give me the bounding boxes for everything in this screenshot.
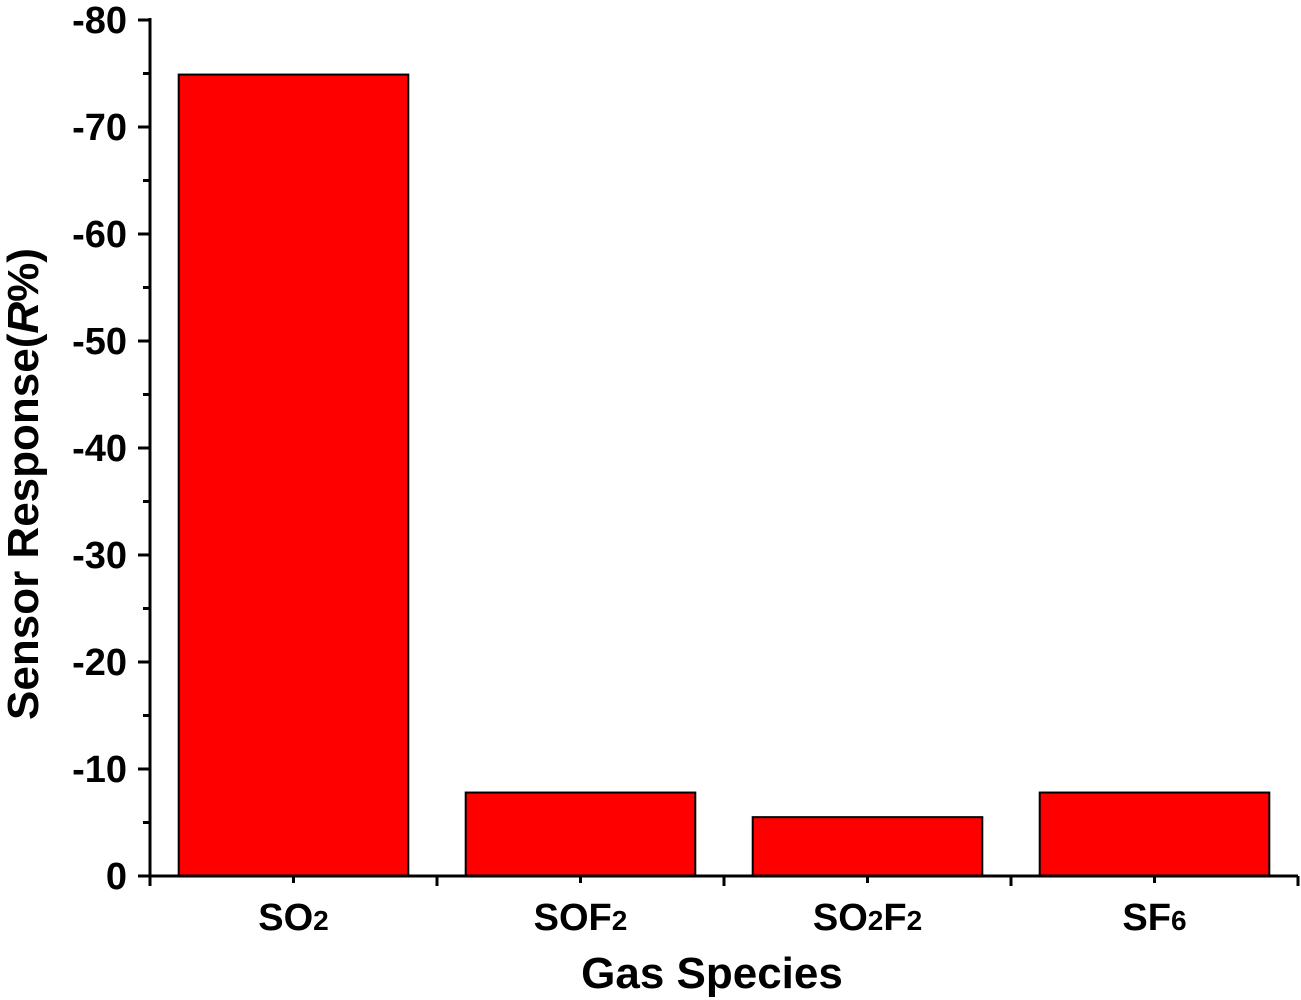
y-tick-label: -10 [72, 749, 127, 791]
x-axis-title: Gas Species [581, 949, 843, 998]
y-axis-title: Sensor Response(R%) [0, 248, 48, 720]
category-label-base: SO [258, 897, 313, 939]
category-label-tail: F [883, 897, 906, 939]
category-label-2: SO2F2 [813, 897, 922, 939]
category-label-base: SO [813, 897, 868, 939]
y-axis-title-suffix: %) [0, 248, 48, 302]
category-label-1: SOF2 [534, 897, 628, 939]
y-ticks-layer: 0 -10 -20 -30 -40 -50 -60 -70 -80 [72, 0, 150, 898]
category-label-base: SF [1122, 897, 1171, 939]
y-tick-label: -30 [72, 535, 127, 577]
category-labels-layer: SO2 SOF2 SO2F2 SF6 [258, 897, 1186, 939]
x-ticks-layer [148, 876, 1300, 886]
y-tick-label: 0 [106, 856, 127, 898]
y-tick-label: -80 [72, 0, 127, 42]
category-label-3: SF6 [1122, 897, 1186, 939]
y-tick-label: -60 [72, 214, 127, 256]
category-label-sub: 6 [1171, 905, 1187, 936]
y-axis-title-italic: R [0, 302, 48, 334]
bar-2 [751, 816, 984, 878]
y-tick-label: -70 [72, 107, 127, 149]
y-tick-label: -20 [72, 642, 127, 684]
category-label-tail-sub: 2 [907, 905, 923, 936]
y-axis-title-main: Sensor Response( [0, 333, 48, 720]
bar-1 [464, 791, 697, 877]
y-tick-label: -40 [72, 428, 127, 470]
category-label-sub: 2 [313, 905, 329, 936]
bar-3 [1038, 791, 1271, 877]
bars-layer [177, 73, 1271, 878]
category-label-base: SOF [534, 897, 612, 939]
category-label-sub: 2 [612, 905, 628, 936]
category-label-sub: 2 [868, 905, 884, 936]
bar-0 [177, 73, 410, 877]
category-label-0: SO2 [258, 897, 328, 939]
y-tick-label: -50 [72, 321, 127, 363]
